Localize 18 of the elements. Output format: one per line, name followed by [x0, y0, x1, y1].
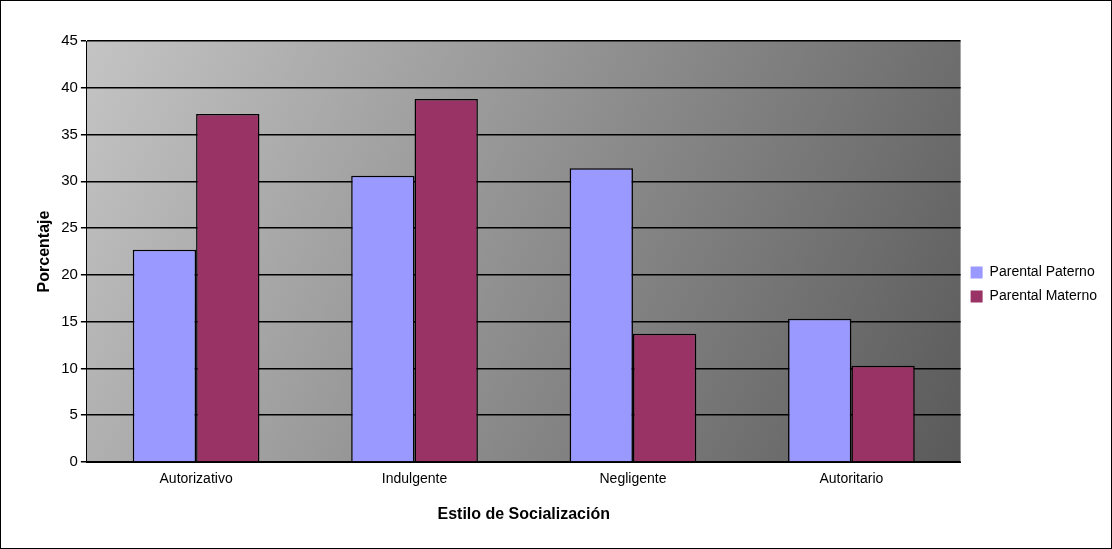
y-tick-label: 45 — [61, 31, 78, 49]
x-tick-label: Negligente — [599, 470, 667, 487]
y-axis-title: Porcentaje — [35, 210, 53, 293]
y-tick-label: 30 — [61, 171, 78, 189]
x-tick-label: Autorizativo — [159, 470, 233, 487]
x-tick-label: Indulgente — [381, 470, 448, 487]
y-tick-label: 10 — [61, 358, 78, 376]
y-tick-label: 0 — [69, 452, 78, 470]
y-tick-label: 15 — [61, 311, 78, 329]
x-tick-label: Autoritario — [819, 470, 884, 487]
legend-label: Parental Materno — [989, 287, 1098, 304]
y-tick-label: 5 — [69, 405, 78, 423]
y-tick-label: 35 — [61, 124, 78, 142]
y-tick-label: 25 — [61, 218, 78, 236]
legend-label: Parental Paterno — [989, 263, 1095, 280]
x-axis-title: Estilo de Socialización — [437, 504, 610, 522]
y-tick-label: 40 — [61, 77, 78, 95]
y-tick-label: 20 — [61, 265, 78, 283]
